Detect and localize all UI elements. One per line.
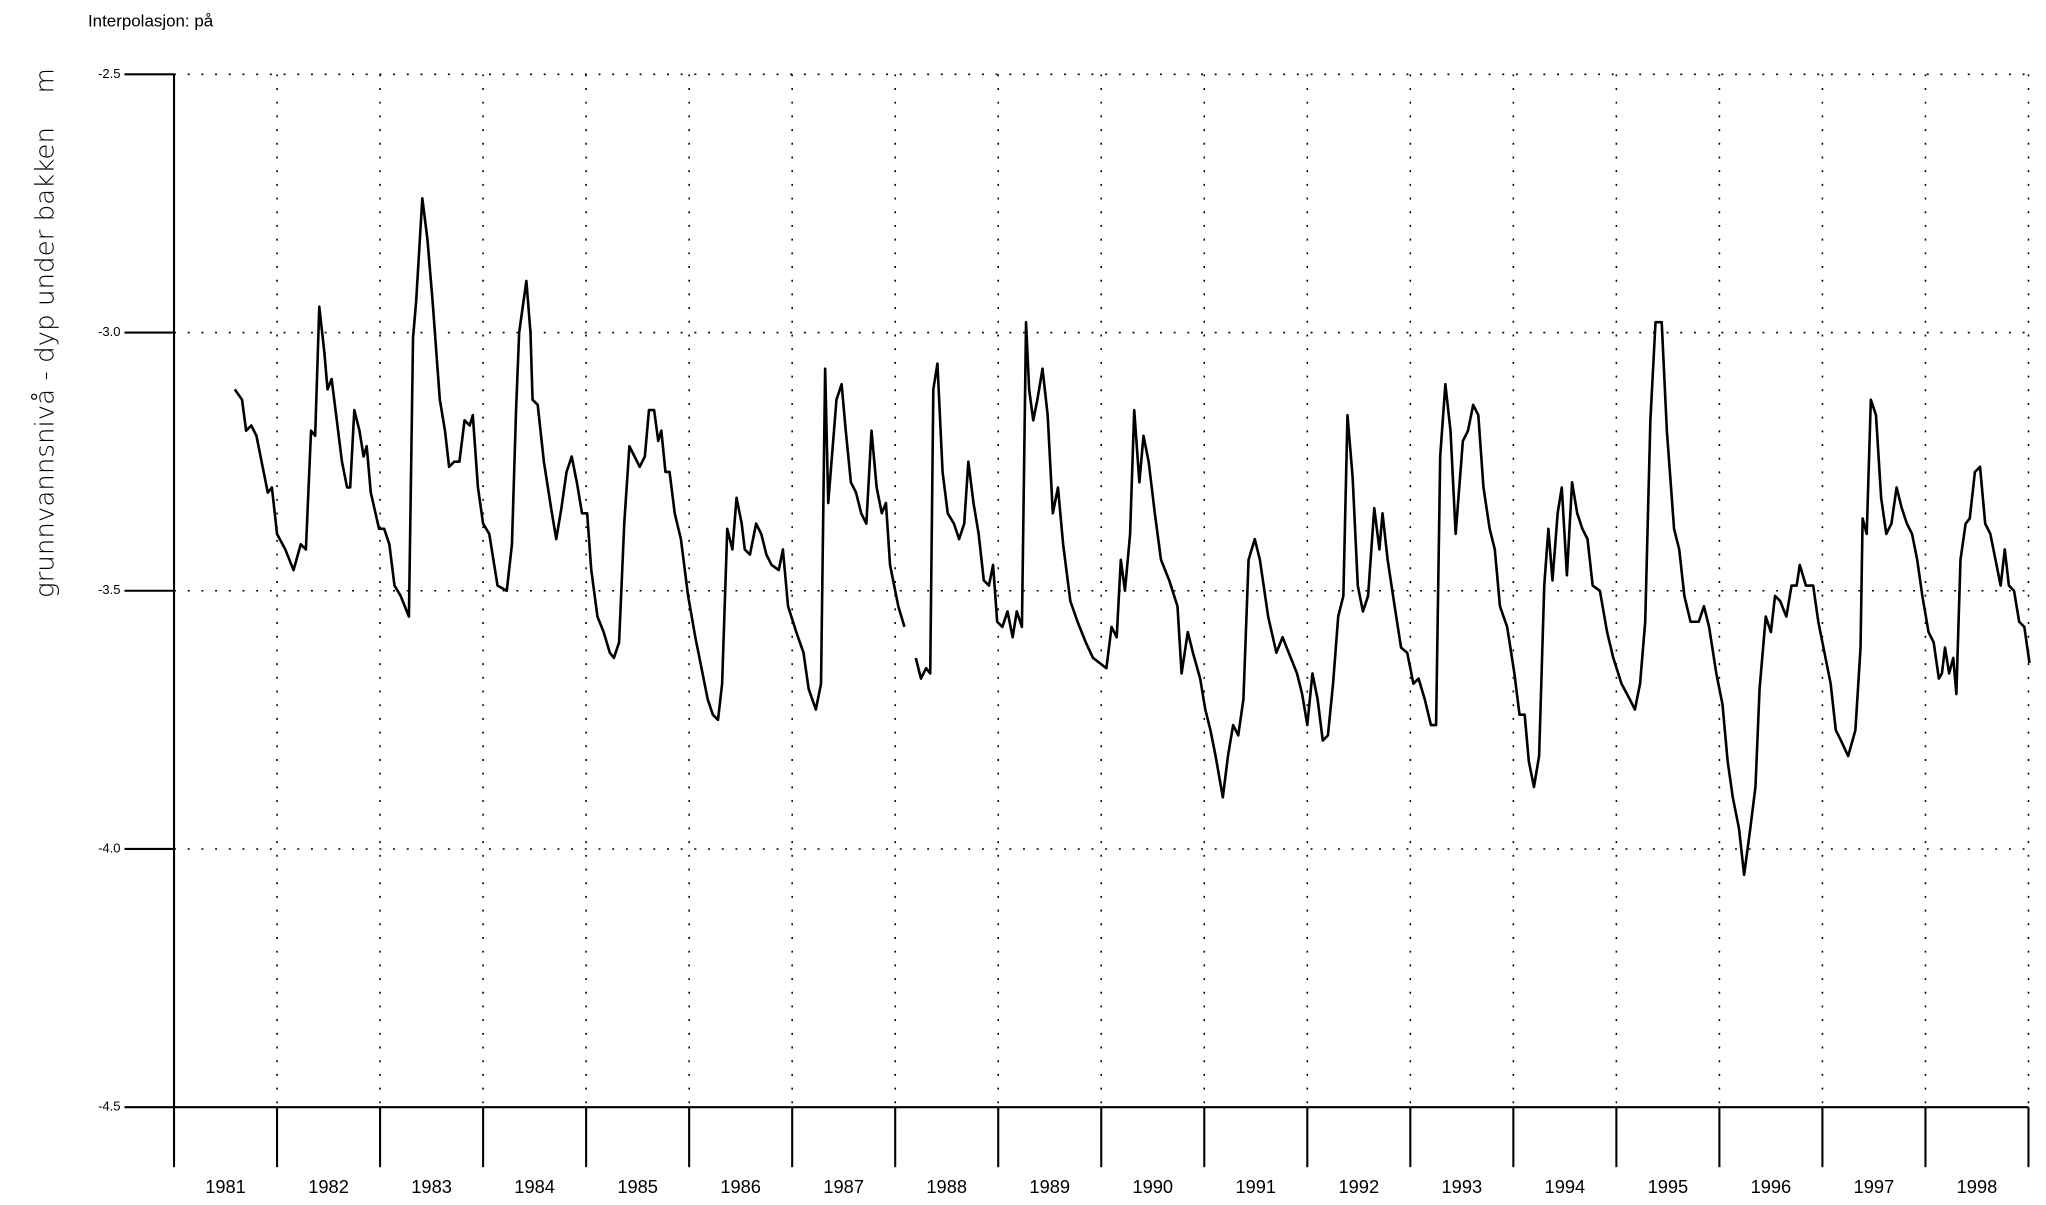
x-tick-label: 1996	[1751, 1176, 1792, 1197]
x-tick-label: 1989	[1029, 1176, 1070, 1197]
x-tick-label: 1984	[514, 1176, 555, 1197]
x-tick-label: 1995	[1648, 1176, 1689, 1197]
y-tick-label: -3.5	[98, 582, 120, 597]
y-tick-label: -2.5	[98, 66, 120, 81]
x-tick-label: 1983	[411, 1176, 452, 1197]
x-tick-label: 1987	[823, 1176, 864, 1197]
x-tick-label: 1998	[1957, 1176, 1998, 1197]
x-tick-label: 1981	[205, 1176, 246, 1197]
x-tick-label: 1993	[1442, 1176, 1483, 1197]
x-tick-label: 1991	[1235, 1176, 1276, 1197]
y-tick-label: -4.5	[98, 1099, 120, 1114]
y-axis-label: grunnvannsnivå - dyp under bakken	[30, 127, 61, 598]
y-tick-label: -3.0	[98, 324, 120, 339]
data-line	[914, 320, 2031, 877]
x-tick-label: 1990	[1132, 1176, 1173, 1197]
data-line	[233, 196, 906, 722]
x-tick-label: 1997	[1854, 1176, 1895, 1197]
x-tick-label: 1992	[1339, 1176, 1380, 1197]
y-tick-label: -4.0	[98, 840, 120, 855]
x-tick-label: 1986	[720, 1176, 761, 1197]
y-axis-unit: m	[31, 68, 61, 93]
chart-title: Interpolasjon: på	[88, 12, 214, 31]
x-tick-label: 1982	[308, 1176, 349, 1197]
x-tick-label: 1988	[926, 1176, 967, 1197]
x-tick-label: 1985	[617, 1176, 658, 1197]
x-tick-label: 1994	[1545, 1176, 1586, 1197]
